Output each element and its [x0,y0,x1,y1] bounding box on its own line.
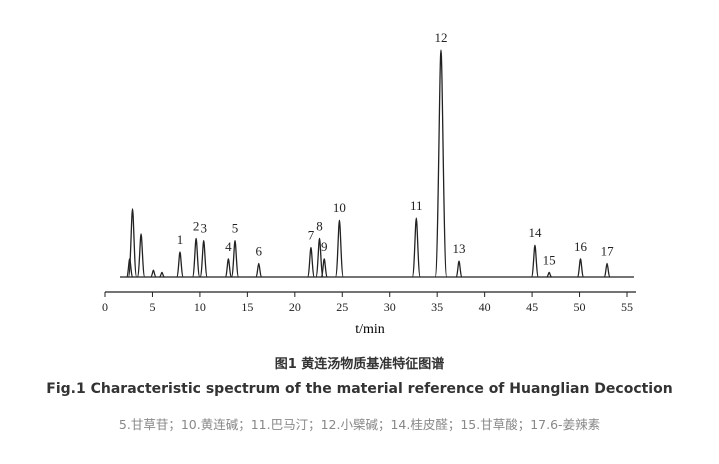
peak [150,269,157,278]
x-tick-label: 20 [289,300,301,314]
peak-label: 12 [434,30,447,45]
peak [191,237,201,278]
peak [334,219,344,278]
x-tick-label: 40 [479,300,491,314]
x-axis-label: t/min [355,322,385,337]
caption-en: Fig.1 Characteristic spectrum of the mat… [46,381,673,397]
peak [455,260,463,278]
peak-label: 5 [232,221,239,236]
x-tick-label: 10 [194,300,206,314]
peak [546,271,552,278]
peak-label: 1 [177,232,184,247]
peak [230,240,240,278]
peak [603,262,611,278]
peak [127,208,138,278]
peak-label: 10 [333,200,346,215]
peak-label: 14 [528,225,542,240]
peak-label: 16 [574,239,588,254]
peak-label: 15 [543,252,556,267]
peak-label: 6 [256,243,263,258]
peak [199,240,208,278]
peak [411,217,421,278]
x-tick-label: 5 [149,300,155,314]
caption-note: 5.甘草苷；10.黄连碱；11.巴马汀；12.小檗碱；14.桂皮醛；15.甘草酸… [118,417,601,432]
caption-cn: 图1 黄连汤物质基准特征图谱 [274,357,445,372]
x-tick-label: 15 [241,300,253,314]
peak [176,251,184,278]
peak [224,258,233,278]
x-tick-label: 50 [574,300,586,314]
peak-label: 13 [453,241,466,256]
peak-label: 3 [200,221,207,236]
x-tick-label: 25 [336,300,348,314]
peak-label: 11 [410,198,423,213]
peak [320,258,328,278]
peak [434,49,448,278]
x-tick-label: 35 [431,300,443,314]
x-tick-label: 30 [384,300,396,314]
peak-label: 4 [225,239,232,254]
peak [315,237,324,278]
x-tick-label: 55 [621,300,633,314]
peak-label: 7 [308,227,315,242]
peak [306,246,315,278]
peak-label: 2 [193,218,200,233]
peak [159,271,165,278]
peak [576,258,585,278]
peak-label: 9 [321,239,328,254]
peak [136,233,146,278]
peak-label: 8 [316,218,323,233]
peak-label: 17 [601,243,615,258]
x-tick-label: 0 [102,300,108,314]
x-tick-label: 45 [526,300,538,314]
peak [530,244,539,278]
peak [255,262,263,278]
